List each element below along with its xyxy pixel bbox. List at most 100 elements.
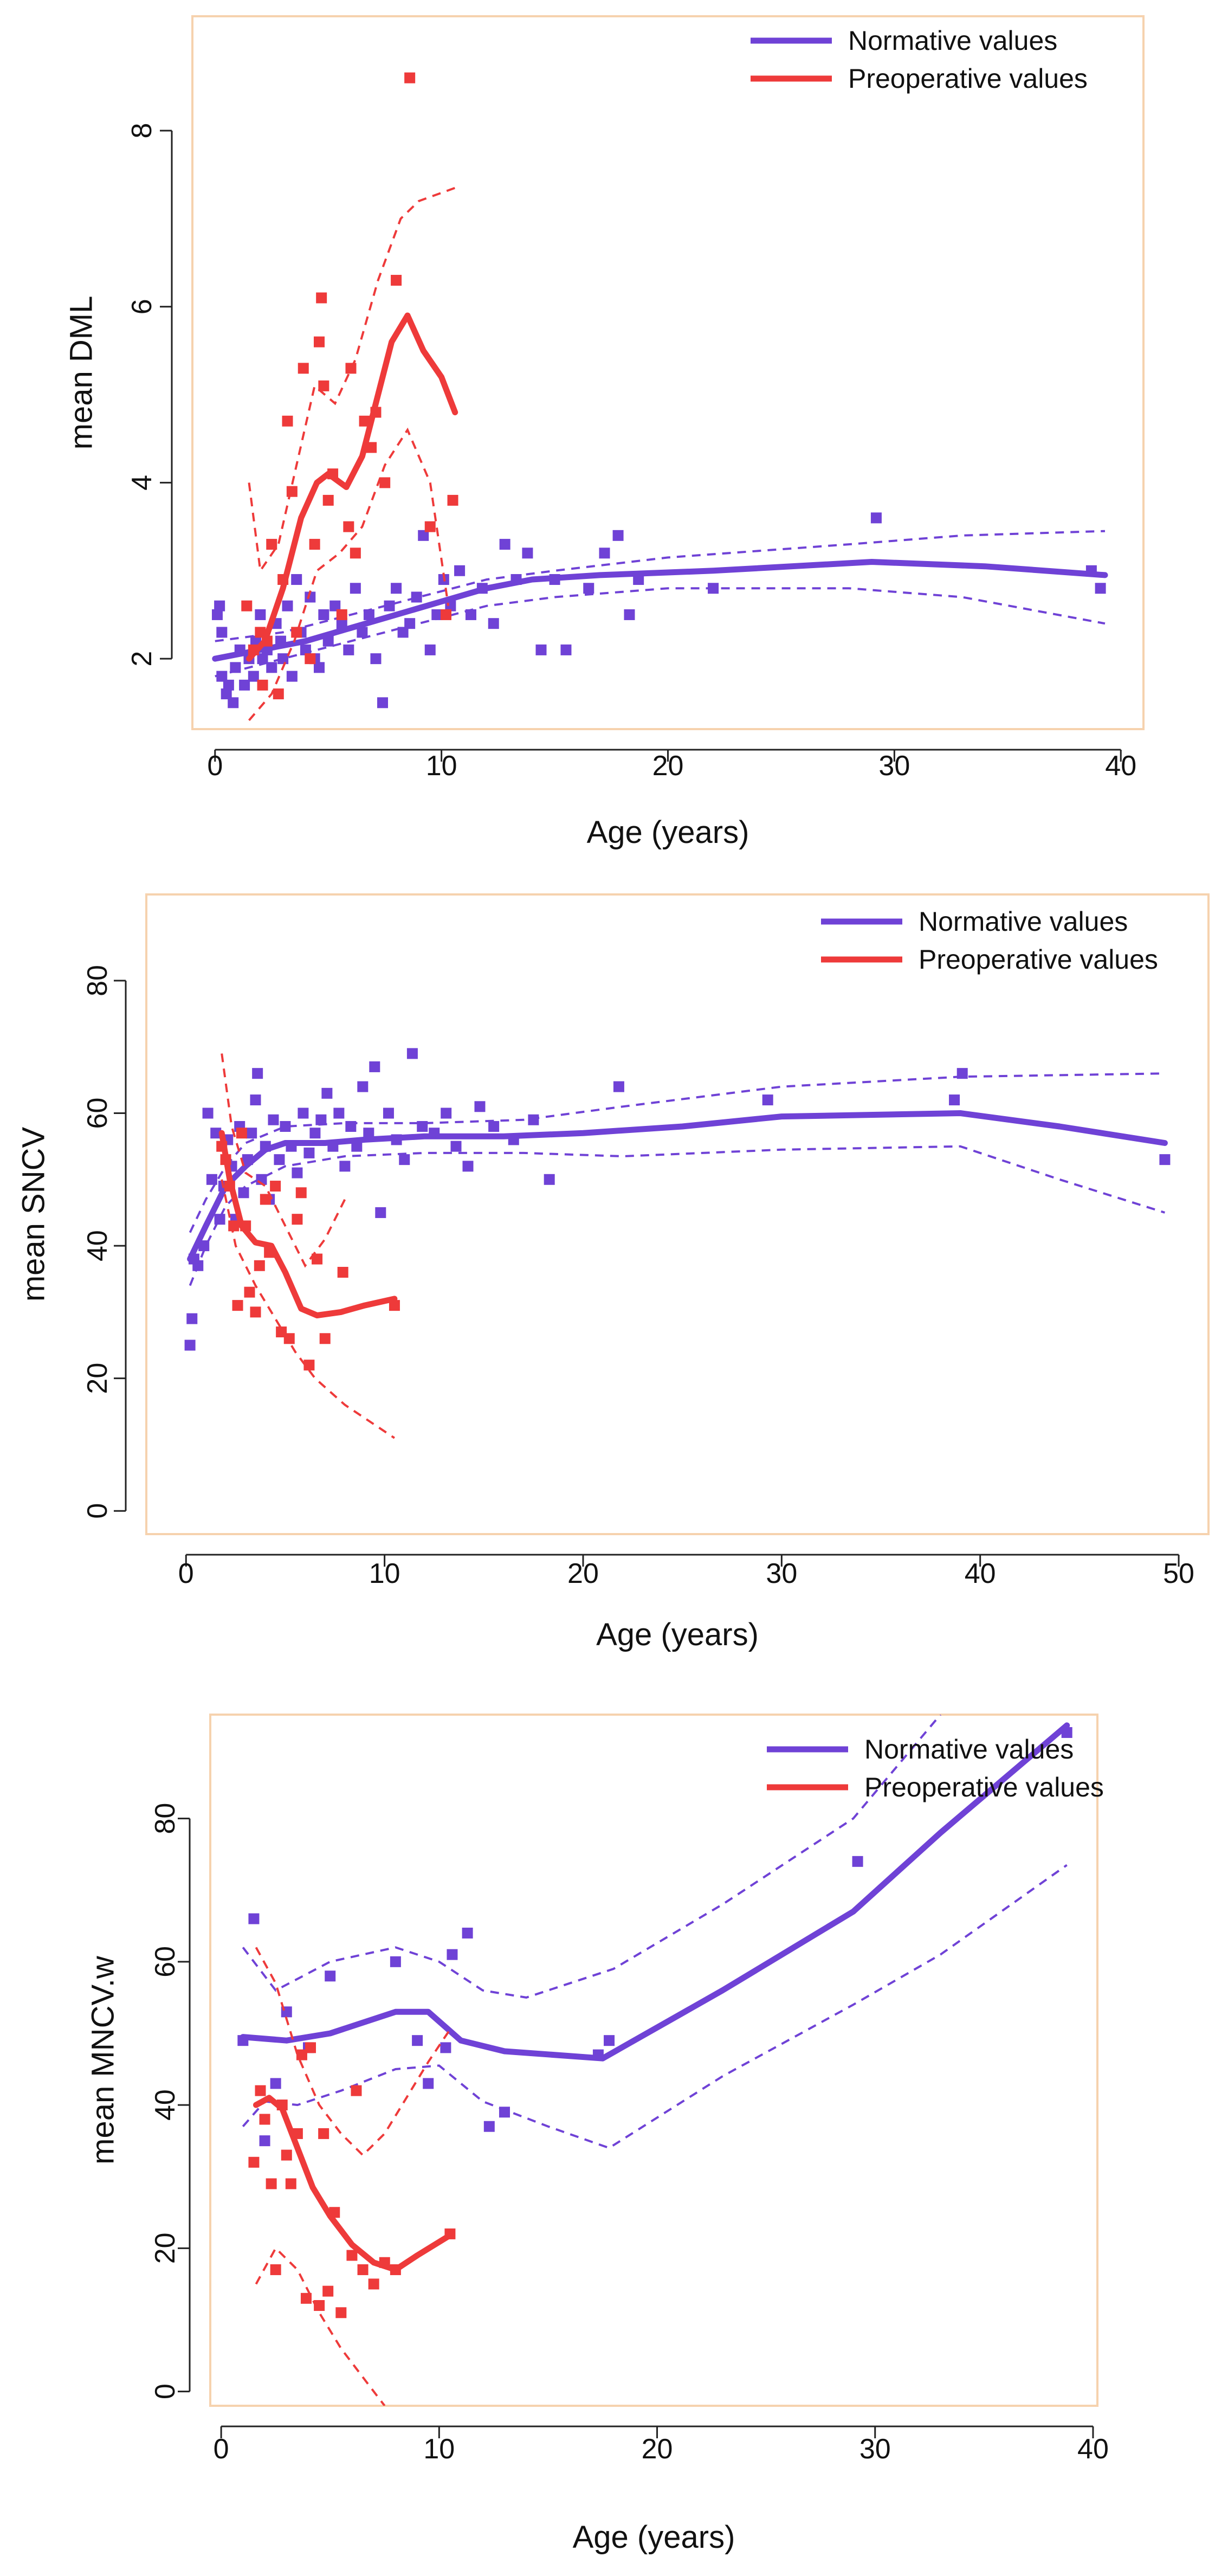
preoperative-data-point [248, 2156, 260, 2168]
preoperative-data-point [441, 609, 451, 620]
preoperative-data-point [345, 363, 357, 374]
normative-data-point [239, 679, 250, 691]
y-tick-label: 60 [150, 1946, 181, 1978]
preoperative-data-point [300, 2292, 312, 2304]
normative-data-point [423, 2078, 434, 2089]
plot-area [184, 1048, 1171, 1439]
x-tick-label: 40 [1105, 750, 1136, 782]
preoperative-data-point [285, 2178, 296, 2189]
preoperative-legend-label: Preoperative values [864, 1772, 1104, 1802]
normative-data-point [363, 609, 374, 620]
normative-data-point [228, 697, 239, 709]
legend: Normative values Preoperative values [821, 906, 1158, 975]
normative-data-point [184, 1339, 196, 1351]
preoperative-data-point [389, 1300, 400, 1311]
normative-data-point [560, 644, 572, 655]
y-tick-label: 20 [82, 1363, 113, 1394]
normative-data-point [325, 1970, 336, 1982]
preoperative-data-point [322, 494, 334, 506]
normative-data-point [259, 2135, 270, 2147]
preoperative-fit-line [246, 312, 458, 662]
normative-data-point [186, 1313, 198, 1324]
normative-data-point [230, 662, 241, 673]
normative-data-point [292, 1167, 303, 1178]
normative-data-point [216, 671, 228, 682]
normative-data-point [268, 1114, 279, 1125]
preoperative-data-point [305, 2042, 316, 2053]
normative-data-point [277, 653, 289, 665]
normative-data-point [1159, 1154, 1171, 1165]
legend: Normative values Preoperative values [767, 1734, 1104, 1802]
preoperative-data-point [244, 1286, 255, 1298]
normative-data-point [211, 609, 223, 620]
normative-data-point [454, 565, 466, 576]
x-axis-label: Age (years) [587, 815, 749, 850]
normative-data-point [440, 2042, 451, 2053]
x-tick-label: 20 [567, 1558, 599, 1589]
normative-data-point [384, 600, 395, 611]
y-tick-label: 60 [82, 1098, 113, 1129]
normative-data-point [336, 618, 347, 629]
preoperative-data-point [366, 442, 377, 453]
normative-data-point [599, 548, 610, 559]
normative-data-point [357, 627, 368, 638]
normative-data-point [870, 512, 882, 524]
plot-frame [209, 1714, 1098, 2407]
normative-data-point [255, 609, 266, 620]
preoperative-data-point [266, 539, 277, 550]
plot-area [237, 1715, 1072, 2406]
normative-upper-bound-line [242, 1715, 941, 1999]
normative-data-point [291, 574, 302, 585]
normative-lower-bound-line [215, 587, 1106, 678]
normative-data-point [250, 1094, 261, 1106]
y-tick-label: 4 [126, 475, 158, 491]
normative-fit-line [212, 559, 1108, 662]
normative-data-point [424, 644, 436, 655]
x-axis-label: Age (years) [573, 2520, 735, 2555]
x-tick-label: 10 [426, 750, 457, 782]
preoperative-data-point [298, 363, 309, 374]
plot-area [211, 72, 1108, 722]
preoperative-lower-bound-line [221, 1179, 396, 1439]
y-axis-label: mean SNCV [16, 1127, 51, 1302]
preoperative-data-point [255, 2085, 266, 2096]
y-tick-label: 80 [150, 1803, 181, 1834]
preoperative-data-point [228, 1220, 240, 1232]
chart-panel-1: 0 10 20 30 40 Age (years) 2 4 6 8 mean DML Normativ… [64, 15, 1145, 850]
normative-data-point [270, 2078, 281, 2089]
preoperative-data-point [296, 2049, 307, 2060]
normative-data-point [488, 1120, 500, 1132]
normative-data-point [418, 530, 429, 541]
normative-data-point [411, 591, 422, 603]
normative-data-point [483, 2121, 495, 2132]
y-axis-label: mean DML [64, 296, 99, 450]
normative-data-point [462, 1161, 474, 1172]
normative-data-point [528, 1114, 539, 1125]
normative-data-point [488, 618, 499, 629]
preoperative-upper-bound-line [248, 186, 456, 574]
normative-data-point [248, 1913, 260, 1924]
x-tick-label: 10 [423, 2433, 455, 2465]
normative-data-point [303, 1147, 315, 1158]
preoperative-data-point [257, 679, 268, 691]
normative-data-point [298, 1107, 309, 1119]
preoperative-data-point [350, 548, 361, 559]
normative-data-point [248, 671, 259, 682]
normative-fit-line [187, 1110, 1168, 1262]
normative-data-point [206, 1174, 217, 1185]
normative-data-point [329, 600, 341, 611]
normative-lower-bound-line [242, 1864, 1068, 2149]
normative-data-point [391, 583, 402, 594]
normative-data-point [333, 1107, 345, 1119]
normative-data-point [383, 1107, 394, 1119]
preoperative-data-point [359, 415, 370, 427]
preoperative-data-point [368, 2278, 379, 2290]
y-tick-label: 40 [150, 2089, 181, 2121]
preoperative-lower-bound-line [248, 427, 450, 722]
normative-data-point [370, 653, 382, 665]
normative-legend-label: Normative values [919, 906, 1128, 937]
normative-data-point [462, 1927, 473, 1939]
normative-data-point [1095, 583, 1106, 594]
normative-data-point [314, 662, 325, 673]
x-tick-label: 0 [178, 1558, 194, 1589]
